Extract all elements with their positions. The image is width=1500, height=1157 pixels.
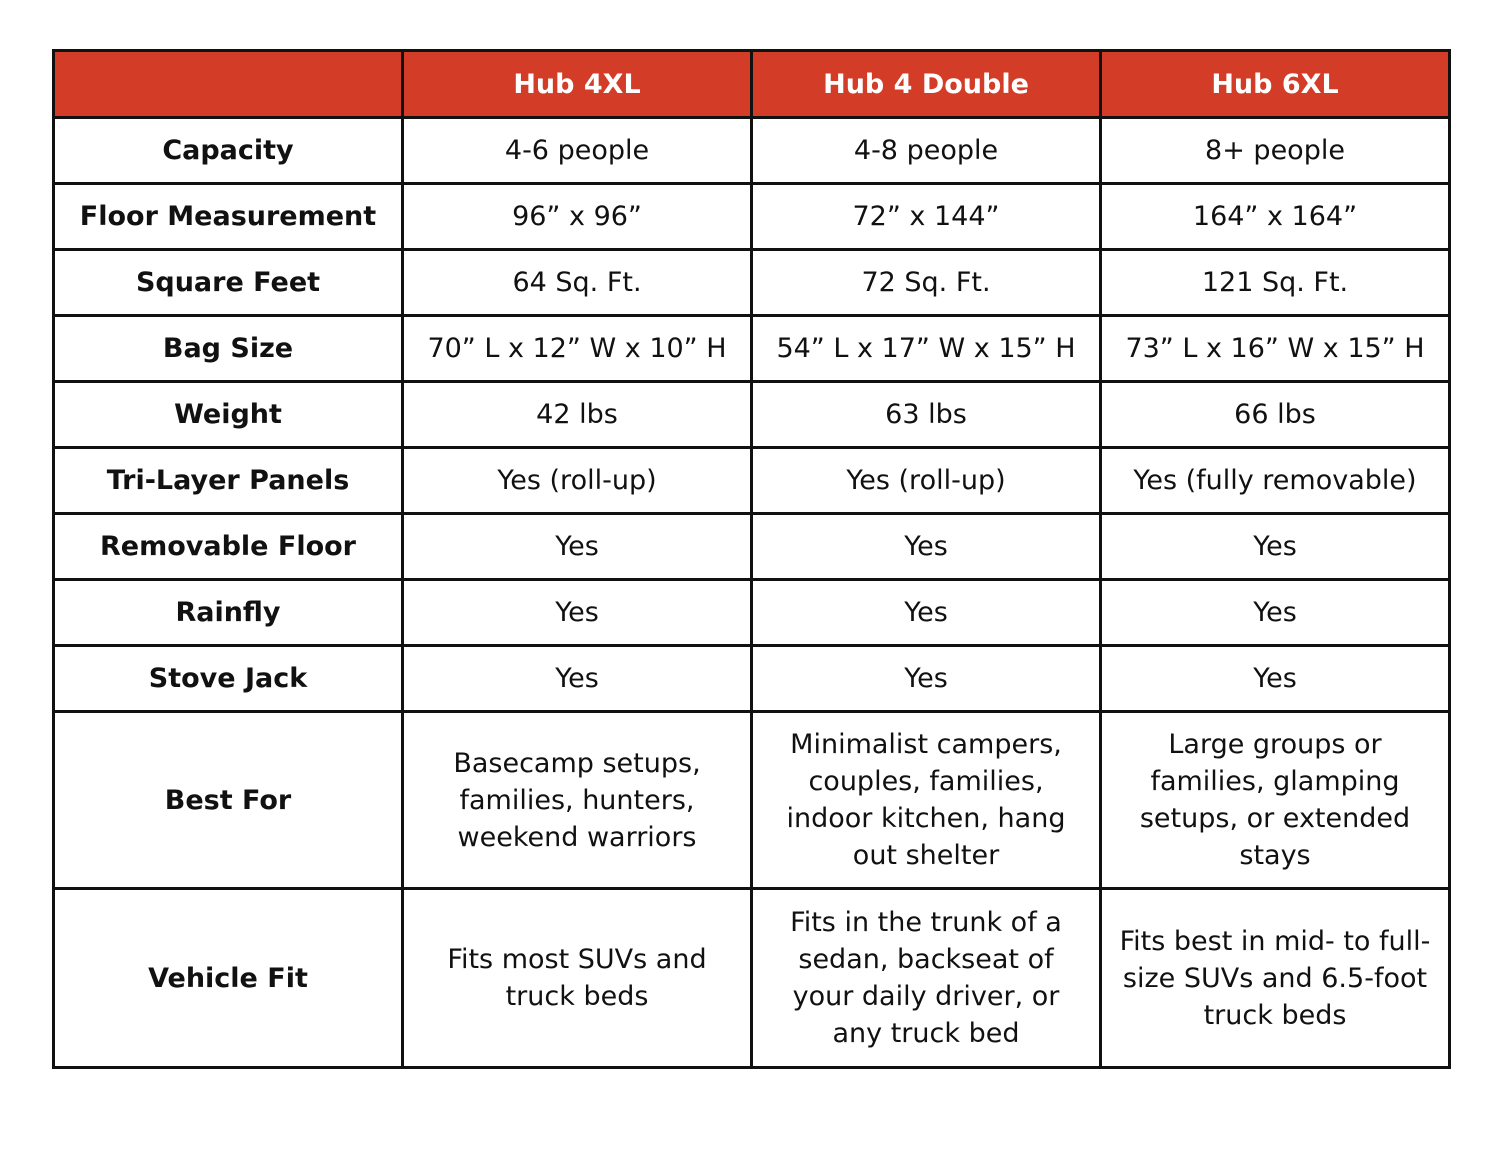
table-row: Capacity 4-6 people 4-8 people 8+ people (52, 116, 1451, 185)
table-row: Floor Measurement 96” x 96” 72” x 144” 164”… (52, 182, 1451, 251)
table-cell: Yes (750, 644, 1102, 713)
table-cell: Yes (1099, 644, 1451, 713)
table-cell: Yes (roll-up) (401, 446, 753, 515)
table-cell: Yes (1099, 578, 1451, 647)
row-label: Vehicle Fit (52, 887, 404, 1069)
table-cell: 72 Sq. Ft. (750, 248, 1102, 317)
table-cell: Yes (750, 512, 1102, 581)
table-cell: 70” L x 12” W x 10” H (401, 314, 753, 383)
table-cell: 54” L x 17” W x 15” H (750, 314, 1102, 383)
table-cell: 66 lbs (1099, 380, 1451, 449)
table-row: Removable Floor Yes Yes Yes (52, 512, 1451, 581)
table-cell: 72” x 144” (750, 182, 1102, 251)
header-hub-6xl: Hub 6XL (1099, 49, 1451, 119)
table-cell: 42 lbs (401, 380, 753, 449)
table-row: Tri-Layer Panels Yes (roll-up) Yes (roll-u… (52, 446, 1451, 515)
table-cell: Large groups or families, glamping setup… (1099, 710, 1451, 890)
table-cell: 121 Sq. Ft. (1099, 248, 1451, 317)
table-cell: Yes (1099, 512, 1451, 581)
table-row: Weight 42 lbs 63 lbs 66 lbs (52, 380, 1451, 449)
table-row: Stove Jack Yes Yes Yes (52, 644, 1451, 713)
row-label: Capacity (52, 116, 404, 185)
row-label: Rainfly (52, 578, 404, 647)
header-row: Hub 4XL Hub 4 Double Hub 6XL (52, 49, 1451, 119)
table-cell: Yes (fully removable) (1099, 446, 1451, 515)
row-label: Bag Size (52, 314, 404, 383)
table-cell: Yes (roll-up) (750, 446, 1102, 515)
table-cell: Fits in the trunk of a sedan, backseat o… (750, 887, 1102, 1069)
table-cell: Yes (401, 512, 753, 581)
table-row: Best For Basecamp setups, families, hunte… (52, 710, 1451, 890)
table-cell: 73” L x 16” W x 15” H (1099, 314, 1451, 383)
row-label: Floor Measurement (52, 182, 404, 251)
table-cell: 96” x 96” (401, 182, 753, 251)
table-cell: Yes (750, 578, 1102, 647)
table-cell: Minimalist campers, couples, families, i… (750, 710, 1102, 890)
row-label: Tri-Layer Panels (52, 446, 404, 515)
table-cell: Fits most SUVs and truck beds (401, 887, 753, 1069)
table-cell: Basecamp setups, families, hunters, week… (401, 710, 753, 890)
table-row: Square Feet 64 Sq. Ft. 72 Sq. Ft. 121 Sq. F… (52, 248, 1451, 317)
table-cell: 64 Sq. Ft. (401, 248, 753, 317)
comparison-table: Hub 4XL Hub 4 Double Hub 6XL Capacity 4-6… (52, 49, 1451, 1069)
row-label: Weight (52, 380, 404, 449)
table-cell: 164” x 164” (1099, 182, 1451, 251)
row-label: Stove Jack (52, 644, 404, 713)
table-row: Vehicle Fit Fits most SUVs and truck beds… (52, 887, 1451, 1069)
header-hub-4-double: Hub 4 Double (750, 49, 1102, 119)
row-label: Best For (52, 710, 404, 890)
header-hub-4xl: Hub 4XL (401, 49, 753, 119)
table-cell: Yes (401, 578, 753, 647)
table-cell: Fits best in mid- to full-size SUVs and … (1099, 887, 1451, 1069)
row-label: Removable Floor (52, 512, 404, 581)
table-cell: 63 lbs (750, 380, 1102, 449)
table-cell: 8+ people (1099, 116, 1451, 185)
table-cell: 4-6 people (401, 116, 753, 185)
table-row: Bag Size 70” L x 12” W x 10” H 54” L x 17”… (52, 314, 1451, 383)
table-cell: Yes (401, 644, 753, 713)
table-cell: 4-8 people (750, 116, 1102, 185)
table-row: Rainfly Yes Yes Yes (52, 578, 1451, 647)
row-label: Square Feet (52, 248, 404, 317)
header-empty (52, 49, 404, 119)
